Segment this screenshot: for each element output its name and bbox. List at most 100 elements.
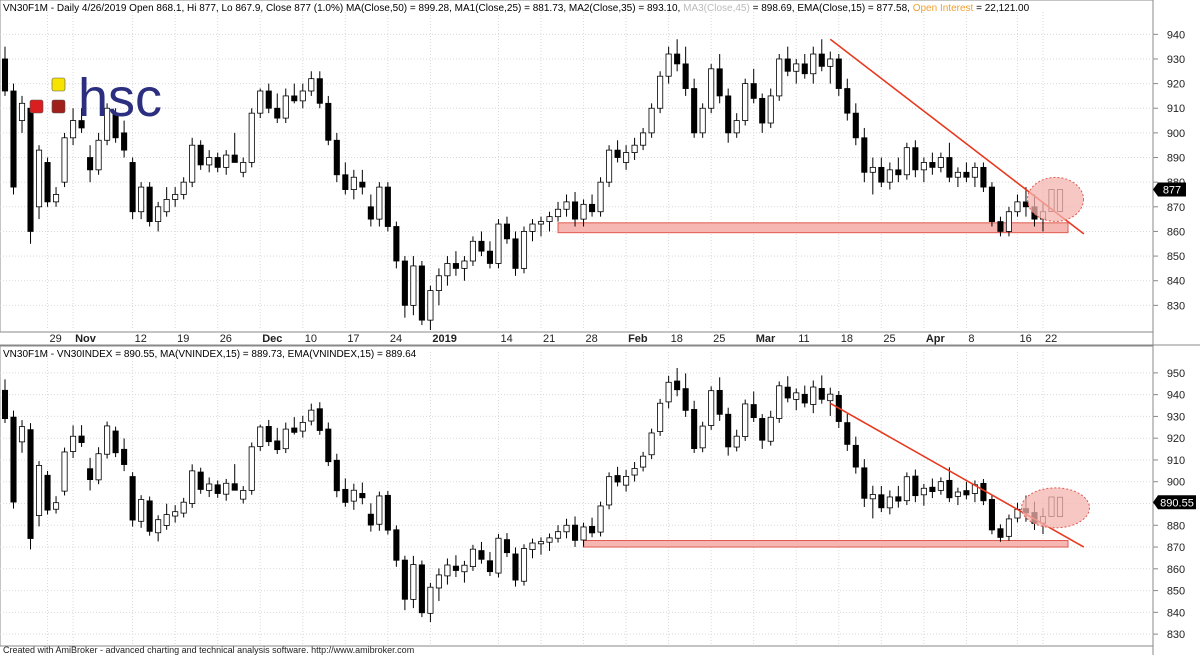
logo-red-square: [29, 99, 44, 114]
svg-text:890.55: 890.55: [1160, 497, 1194, 509]
x-tick-label: Mar: [756, 333, 776, 345]
candle-body: [325, 102, 332, 141]
x-tick-label: 19: [177, 333, 189, 345]
y-tick-label: 870: [1167, 542, 1185, 554]
candle-body: [231, 483, 238, 491]
candle-body: [784, 386, 791, 399]
candle-body: [78, 120, 85, 129]
candle-body: [878, 166, 885, 183]
price-grid: [0, 12, 1153, 330]
candle-body: [478, 550, 485, 560]
y-tick-label: 940: [1167, 29, 1185, 41]
candle-body: [61, 451, 68, 492]
candle-body: [827, 58, 834, 67]
index-panel-title: VN30F1M - VN30INDEX = 890.55, MA(VNINDEX…: [3, 349, 417, 360]
candle-body: [767, 416, 774, 442]
candle-body: [537, 221, 545, 225]
candle-body: [614, 149, 621, 158]
candle-body: [10, 90, 17, 188]
y-tick-label: 890: [1167, 153, 1185, 165]
candle-body: [469, 548, 476, 567]
candle-body: [793, 63, 800, 72]
candle-body: [742, 403, 749, 437]
candle-body: [691, 88, 698, 134]
x-tick-label: 26: [220, 333, 232, 345]
footer-credit: Created with AmiBroker - advanced charti…: [3, 645, 414, 655]
candle-body: [155, 519, 162, 534]
candle-body: [682, 63, 689, 89]
candle-body: [529, 223, 536, 232]
candle-body: [869, 166, 876, 173]
candle-body: [512, 238, 519, 269]
candle-body: [750, 404, 757, 419]
candle-body: [997, 221, 1004, 232]
candle-body: [78, 435, 85, 443]
candle-body: [554, 531, 562, 539]
candle-body: [214, 157, 221, 168]
candle-body: [529, 542, 536, 550]
candle-body: [861, 137, 868, 173]
y-tick-label: 860: [1167, 226, 1185, 238]
candle-body: [70, 435, 77, 452]
candle-body: [138, 186, 145, 213]
candle-body: [682, 388, 689, 411]
x-tick-label: 18: [671, 333, 683, 345]
price-panel-title: VN30F1M - Daily 4/26/2019 Open 868.1, Hi…: [3, 3, 1030, 14]
candle-body: [367, 513, 374, 526]
candle-body: [427, 586, 434, 614]
candle-body: [35, 149, 43, 208]
candle-body: [342, 174, 349, 190]
candle-body: [53, 194, 60, 203]
candle-body: [121, 448, 128, 465]
candle-body: [146, 500, 153, 532]
candle-body: [18, 426, 26, 443]
candle-body: [606, 476, 613, 506]
candle-body: [248, 446, 255, 491]
candle-body: [861, 467, 868, 499]
candle-body: [146, 186, 153, 222]
candle-body: [537, 541, 545, 545]
y-tick-label: 850: [1167, 586, 1185, 598]
x-tick-label: 12: [135, 333, 147, 345]
y-tick-label: 870: [1167, 202, 1185, 214]
candle-body: [333, 459, 340, 492]
candle-body: [333, 139, 340, 176]
candle-body: [699, 425, 706, 449]
candle-body: [444, 564, 451, 577]
x-tick-label: 28: [586, 333, 598, 345]
candle-body: [665, 53, 672, 77]
x-tick-label: 2019: [432, 333, 456, 345]
candle-body: [818, 388, 825, 400]
candle-body: [87, 468, 94, 480]
candle-body: [954, 171, 961, 178]
candle-body: [401, 559, 408, 600]
candle-body: [359, 181, 366, 188]
candle-body: [274, 440, 281, 451]
candle-body: [580, 526, 587, 541]
candle-body: [486, 250, 493, 264]
candle-body: [810, 386, 817, 405]
candle-body: [478, 240, 485, 252]
candle-body: [971, 166, 978, 178]
candle-body: [640, 132, 647, 146]
y-tick-label: 920: [1167, 433, 1185, 445]
candle-body: [427, 290, 434, 321]
y-tick-label: 850: [1167, 251, 1185, 263]
candle-body: [180, 501, 187, 514]
candle-body: [946, 157, 953, 178]
candle-body: [299, 421, 306, 432]
candle-body: [1, 389, 9, 419]
candle-body: [929, 162, 936, 168]
y-tick-label: 930: [1167, 54, 1185, 66]
candle-body: [418, 564, 425, 614]
candle-body: [461, 564, 468, 573]
index-panel-frame: [0, 345, 1154, 647]
y-tick-label: 940: [1167, 390, 1185, 402]
candle-body: [946, 479, 953, 499]
candle-body: [308, 409, 315, 422]
candle-body: [869, 494, 876, 500]
candle-body: [350, 489, 357, 502]
candle-body: [954, 491, 961, 497]
